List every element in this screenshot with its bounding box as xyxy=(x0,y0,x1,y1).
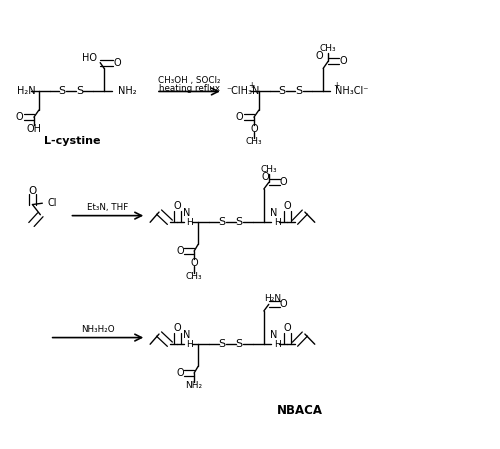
Text: O: O xyxy=(113,57,121,68)
Text: O: O xyxy=(28,186,36,196)
Text: CH₃OH , SOCl₂: CH₃OH , SOCl₂ xyxy=(158,76,220,85)
Text: NH₃Cl⁻: NH₃Cl⁻ xyxy=(334,87,368,97)
Text: O: O xyxy=(176,246,184,256)
Text: H₂N: H₂N xyxy=(264,294,281,303)
Text: N: N xyxy=(182,208,190,218)
Text: O: O xyxy=(236,112,244,122)
Text: Et₃N, THF: Et₃N, THF xyxy=(87,203,128,212)
Text: O: O xyxy=(174,323,181,333)
Text: +: + xyxy=(248,81,254,90)
Text: L-cystine: L-cystine xyxy=(44,136,100,146)
Text: O: O xyxy=(280,299,287,309)
Text: heating reflux: heating reflux xyxy=(159,84,220,93)
Text: H: H xyxy=(186,340,193,349)
Text: S: S xyxy=(218,217,226,227)
Text: HO: HO xyxy=(82,53,96,63)
Text: S: S xyxy=(236,339,242,349)
Text: CH₃: CH₃ xyxy=(246,137,262,146)
Text: H: H xyxy=(274,218,280,227)
Text: N: N xyxy=(270,208,278,218)
Text: S: S xyxy=(218,339,226,349)
Text: H: H xyxy=(274,340,280,349)
Text: S: S xyxy=(236,217,242,227)
Text: S: S xyxy=(58,87,66,97)
Text: CH₃: CH₃ xyxy=(186,273,202,282)
Text: H₂N: H₂N xyxy=(16,87,35,97)
Text: O: O xyxy=(16,112,24,122)
Text: O: O xyxy=(284,323,291,333)
Text: O: O xyxy=(316,51,324,61)
Text: NH₂: NH₂ xyxy=(186,381,202,391)
Text: CH₃: CH₃ xyxy=(260,165,277,175)
Text: Cl: Cl xyxy=(48,198,58,208)
Text: O: O xyxy=(340,56,347,66)
Text: O: O xyxy=(261,172,268,181)
Text: H: H xyxy=(186,218,193,227)
Text: O: O xyxy=(250,124,258,134)
Text: O: O xyxy=(284,201,291,211)
Text: S: S xyxy=(296,87,302,97)
Text: S: S xyxy=(76,87,83,97)
Text: O: O xyxy=(174,201,181,211)
Text: N: N xyxy=(270,330,278,340)
Text: ⁻ClH₃N: ⁻ClH₃N xyxy=(226,87,260,97)
Text: NBACA: NBACA xyxy=(276,404,322,417)
Text: OH: OH xyxy=(26,124,42,134)
Text: NH₃H₂O: NH₃H₂O xyxy=(81,325,115,334)
Text: O: O xyxy=(176,368,184,378)
Text: O: O xyxy=(190,258,198,268)
Text: O: O xyxy=(280,177,287,187)
Text: S: S xyxy=(278,87,285,97)
Text: CH₃: CH₃ xyxy=(320,44,336,53)
Text: NH₂: NH₂ xyxy=(118,87,137,97)
Text: +: + xyxy=(334,81,340,90)
Text: N: N xyxy=(182,330,190,340)
